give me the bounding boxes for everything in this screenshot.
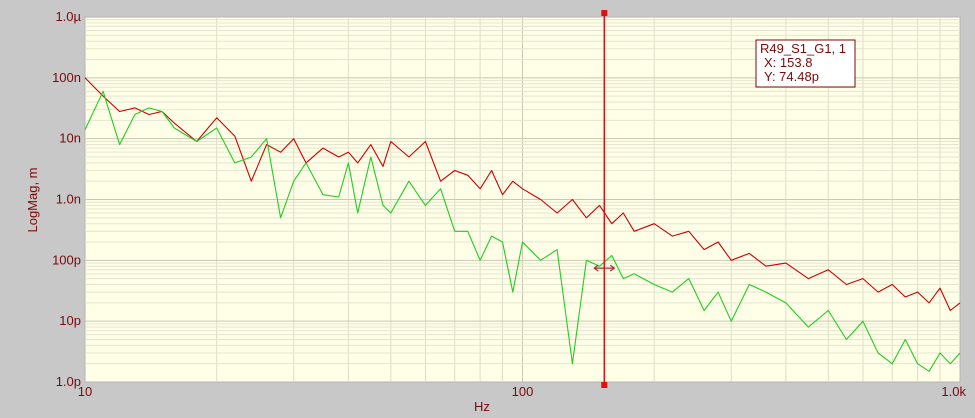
- series-group: [84, 77, 961, 372]
- y-tick-label: 1.0n: [56, 192, 81, 207]
- cursor-readout-frame: [755, 39, 856, 88]
- y-tick-label: 100n: [52, 70, 81, 85]
- x-tick-label: 100: [512, 384, 534, 399]
- cursor-trace-label: R49_S1_G1, 1: [760, 41, 846, 56]
- series-line-1: [84, 77, 961, 312]
- cursor-marker-arrow-right: [609, 264, 616, 272]
- y-axis-ticks: 1.0µ 100n 10n 1.0n 100p 10p 1.0p: [52, 9, 81, 389]
- y-tick-label: 100p: [52, 252, 81, 267]
- cursor-readout-box[interactable]: R49_S1_G1, 1 X: 153.8 Y: 74.48p: [755, 39, 856, 88]
- series-line-2: [84, 90, 961, 372]
- y-tick-label: 10n: [59, 131, 81, 146]
- y-axis-title: LogMag, m: [25, 167, 40, 232]
- y-tick-label: 1.0p: [56, 374, 81, 389]
- x-axis-title: Hz: [474, 399, 490, 414]
- cursor-bottom-handle[interactable]: [601, 382, 608, 388]
- y-tick-label: 10p: [59, 313, 81, 328]
- x-axis-ticks: 10 100 1.0k: [78, 384, 967, 399]
- cursor-y-readout: Y: 74.48p: [764, 69, 819, 84]
- y-tick-label: 1.0µ: [55, 9, 81, 24]
- grid: [85, 17, 960, 382]
- x-tick-label: 10: [78, 384, 92, 399]
- cursor-top-handle[interactable]: [601, 10, 608, 16]
- cursor-marker-arrow-left: [593, 264, 599, 272]
- x-tick-label: 1.0k: [941, 384, 966, 399]
- cursor-group[interactable]: [593, 10, 616, 388]
- cursor-x-readout: X: 153.8: [764, 55, 812, 70]
